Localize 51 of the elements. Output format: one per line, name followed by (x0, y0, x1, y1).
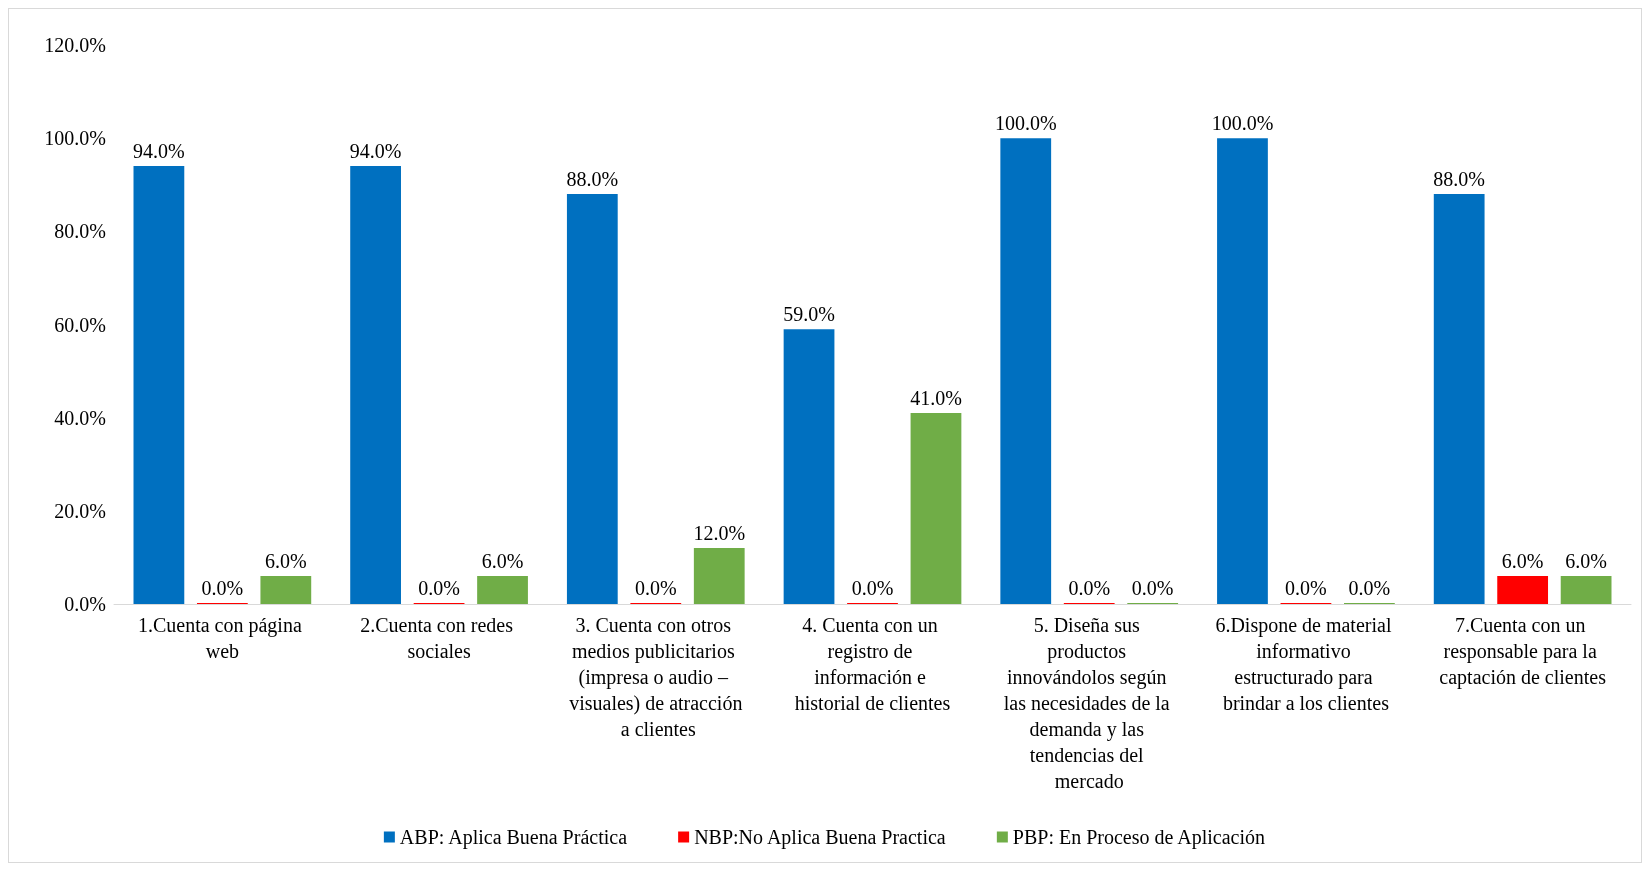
data-label: 0.0% (201, 577, 244, 599)
data-label: 94.0% (133, 140, 185, 163)
y-tick-label: 100.0% (44, 127, 106, 150)
data-label: 6.0% (264, 550, 307, 573)
bar (910, 413, 962, 604)
data-label: 88.0% (566, 168, 619, 191)
bar (783, 329, 835, 604)
data-label: 0.0% (1348, 577, 1391, 599)
data-label: 0.0% (1285, 577, 1327, 599)
bar (260, 576, 312, 604)
bar (566, 194, 618, 604)
x-tick-label: 3. Cuenta con otros medios publicitarios (impresa o audio – visuales) de atracción a clientes (569, 614, 743, 740)
bar (477, 576, 528, 604)
data-label: 88.0% (1433, 168, 1486, 191)
data-label: 59.0% (783, 303, 835, 326)
y-tick-label: 40.0% (54, 406, 106, 429)
data-label: 0.0% (851, 577, 894, 599)
x-tick-label: 5. Diseña sus productos innovándolos según las necesidades de la demanda y las tendencias del mercado (1003, 614, 1175, 792)
y-tick-label: 80.0% (54, 220, 106, 243)
data-label: 0.0% (1131, 577, 1174, 599)
data-label: 6.0% (481, 550, 524, 573)
x-tick-label: 4. Cuenta con un registro de información e historial de clientes (794, 614, 951, 714)
bar (693, 548, 745, 604)
bar (1000, 138, 1052, 604)
data-label: 41.0% (910, 387, 962, 410)
x-tick-label: 2.Cuenta con redes sociales (360, 614, 518, 662)
bar (1497, 576, 1549, 604)
bar (1217, 138, 1268, 604)
bar (350, 166, 401, 604)
legend-label: PBP: En Proceso de Aplicación (1012, 826, 1266, 849)
data-label: 94.0% (349, 140, 402, 163)
x-tick-label: 1.Cuenta con página web (137, 614, 307, 662)
y-tick-label: 60.0% (54, 313, 106, 336)
legend-label: NBP:No Aplica Buena Practica (694, 826, 946, 849)
data-label: 0.0% (634, 577, 677, 599)
bar (1560, 576, 1612, 604)
data-label: 6.0% (1565, 550, 1607, 573)
data-label: 100.0% (994, 112, 1057, 135)
x-tick-label: 7.Cuenta con un responsable para la captación de clientes (1439, 614, 1607, 689)
data-label: 0.0% (418, 577, 460, 599)
data-label: 100.0% (1211, 112, 1274, 135)
bar (133, 166, 185, 604)
data-label: 6.0% (1501, 550, 1544, 573)
x-tick-label: 6.Dispone de material informativo estructurado para brindar a los clientes (1215, 614, 1397, 714)
data-label: 0.0% (1068, 577, 1111, 599)
bar (1433, 194, 1485, 604)
y-tick-label: 20.0% (54, 499, 106, 522)
data-label: 12.0% (693, 522, 746, 545)
legend-label: ABP: Aplica Buena Práctica (399, 826, 628, 849)
y-tick-label: 120.0% (44, 34, 106, 56)
y-tick-label: 0.0% (64, 593, 106, 615)
